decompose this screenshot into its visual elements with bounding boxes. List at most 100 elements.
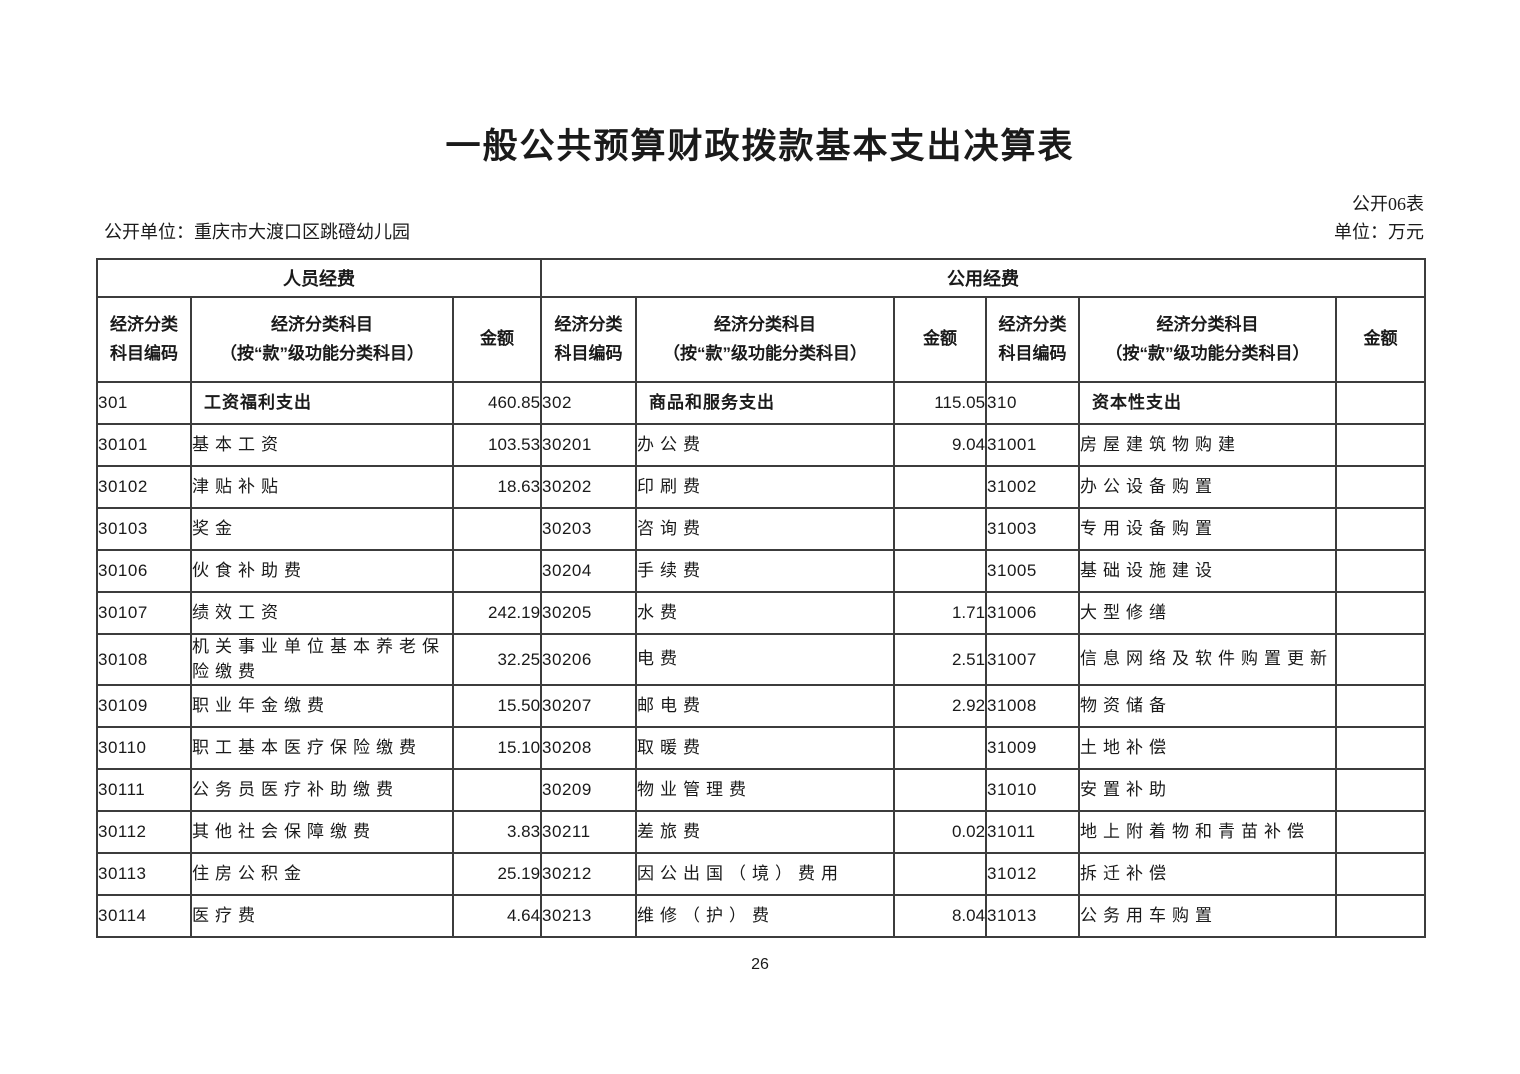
code-cell: 31008 bbox=[985, 684, 1081, 729]
subject-cell: 邮电费 bbox=[635, 684, 896, 729]
amount-cell bbox=[1335, 465, 1427, 509]
code-cell: 301 bbox=[96, 381, 192, 425]
amount-cell: 0.02 bbox=[893, 810, 988, 855]
subject-cell: 手续费 bbox=[635, 549, 896, 593]
amount-cell bbox=[893, 852, 988, 897]
subject-cell: 公务员医疗补助缴费 bbox=[190, 768, 454, 813]
col-header-subject-1: 经济分类科目 （按“款”级功能分类科目） bbox=[190, 296, 454, 383]
code-cell: 30113 bbox=[96, 852, 192, 897]
code-cell: 30212 bbox=[540, 852, 638, 897]
col-header-code-2: 经济分类 科目编码 bbox=[540, 296, 638, 383]
subject-cell: 住房公积金 bbox=[190, 852, 454, 897]
table-row: 30106 伙食补助费 30204 手续费 31005 基础设施建设 bbox=[96, 549, 1427, 593]
subject-cell: 维修（护）费 bbox=[635, 894, 896, 939]
code-cell: 30112 bbox=[96, 810, 192, 855]
code-cell: 30201 bbox=[540, 423, 638, 467]
amount-cell bbox=[1335, 381, 1427, 425]
subject-cell: 差旅费 bbox=[635, 810, 896, 855]
amount-cell bbox=[893, 549, 988, 593]
subject-cell: 办公费 bbox=[635, 423, 896, 467]
subject-cell: 取暖费 bbox=[635, 726, 896, 771]
subject-cell: 咨询费 bbox=[635, 507, 896, 551]
subject-cell: 物资储备 bbox=[1078, 684, 1338, 729]
group-header-row: 人员经费 公用经费 bbox=[95, 258, 1427, 298]
code-cell: 30211 bbox=[540, 810, 638, 855]
table-row: 30101 基本工资 103.53 30201 办公费 9.04 31001 房屋建筑物购建 bbox=[96, 423, 1427, 467]
table-row: 30113 住房公积金 25.19 30212 因公出国（境）费用 31012 拆迁补偿 bbox=[96, 852, 1427, 897]
amount-cell: 1.71 bbox=[893, 591, 988, 635]
code-cell: 30207 bbox=[540, 684, 638, 729]
amount-cell: 242.19 bbox=[451, 591, 543, 635]
code-cell: 30108 bbox=[96, 632, 192, 687]
code-cell: 30202 bbox=[540, 465, 638, 509]
subject-cell: 水费 bbox=[635, 591, 896, 635]
col-header-subject-2: 经济分类科目 （按“款”级功能分类科目） bbox=[635, 296, 896, 383]
amount-cell bbox=[1335, 549, 1427, 593]
table-row: 30112 其他社会保障缴费 3.83 30211 差旅费 0.02 31011 地上附着物和… bbox=[96, 810, 1427, 855]
amount-cell: 103.53 bbox=[451, 423, 543, 467]
code-cell: 31003 bbox=[985, 507, 1081, 551]
code-cell: 31001 bbox=[985, 423, 1081, 467]
subject-cell: 基本工资 bbox=[190, 423, 454, 467]
code-cell: 310 bbox=[985, 381, 1081, 425]
code-cell: 302 bbox=[540, 381, 638, 425]
table-row: 30102 津贴补贴 18.63 30202 印刷费 31002 办公设备购置 bbox=[96, 465, 1427, 509]
code-cell: 30109 bbox=[96, 684, 192, 729]
subject-cell: 其他社会保障缴费 bbox=[190, 810, 454, 855]
code-cell: 30114 bbox=[96, 894, 192, 939]
publishing-unit-label: 公开单位：重庆市大渡口区跳磴幼儿园 bbox=[104, 222, 410, 242]
code-cell: 30102 bbox=[96, 465, 192, 509]
code-cell: 31007 bbox=[985, 632, 1081, 687]
amount-cell: 2.92 bbox=[893, 684, 988, 729]
col-header-subject-3: 经济分类科目 （按“款”级功能分类科目） bbox=[1078, 296, 1338, 383]
subject-cell: 津贴补贴 bbox=[190, 465, 454, 509]
amount-cell bbox=[1335, 591, 1427, 635]
code-cell: 31010 bbox=[985, 768, 1081, 813]
col-header-amount-3: 金额 bbox=[1335, 296, 1427, 383]
subject-cell: 资本性支出 bbox=[1078, 381, 1338, 425]
table-row: 30114 医疗费 4.64 30213 维修（护）费 8.04 31013 公务用车购置 bbox=[96, 894, 1427, 939]
subject-cell: 公务用车购置 bbox=[1078, 894, 1338, 939]
amount-cell: 460.85 bbox=[451, 381, 543, 425]
amount-cell bbox=[1335, 507, 1427, 551]
col-header-code-3: 经济分类 科目编码 bbox=[985, 296, 1081, 383]
code-cell: 30111 bbox=[96, 768, 192, 813]
amount-cell: 8.04 bbox=[893, 894, 988, 939]
table-row: 30107 绩效工资 242.19 30205 水费 1.71 31006 大型修缮 bbox=[96, 591, 1427, 635]
amount-cell bbox=[893, 768, 988, 813]
code-cell: 30213 bbox=[540, 894, 638, 939]
code-cell: 31005 bbox=[985, 549, 1081, 593]
subject-cell: 安置补助 bbox=[1078, 768, 1338, 813]
amount-cell bbox=[1335, 632, 1427, 687]
subject-cell: 房屋建筑物购建 bbox=[1078, 423, 1338, 467]
code-cell: 30110 bbox=[96, 726, 192, 771]
subject-cell: 机关事业单位基本养老保险缴费 bbox=[190, 632, 454, 687]
table-row: 30110 职工基本医疗保险缴费 15.10 30208 取暖费 31009 土地补偿 bbox=[96, 726, 1427, 771]
table-row: 301 工资福利支出 460.85 302 商品和服务支出 115.05 310 资本性支出 bbox=[96, 381, 1427, 425]
amount-cell: 15.10 bbox=[451, 726, 543, 771]
amount-cell: 15.50 bbox=[451, 684, 543, 729]
subject-cell: 医疗费 bbox=[190, 894, 454, 939]
subject-cell: 电费 bbox=[635, 632, 896, 687]
subject-cell: 信息网络及软件购置更新 bbox=[1078, 632, 1338, 687]
code-cell: 30204 bbox=[540, 549, 638, 593]
subject-cell: 大型修缮 bbox=[1078, 591, 1338, 635]
table-row: 30109 职业年金缴费 15.50 30207 邮电费 2.92 31008 物资储备 bbox=[96, 684, 1427, 729]
code-cell: 30206 bbox=[540, 632, 638, 687]
amount-cell bbox=[451, 768, 543, 813]
subject-cell: 商品和服务支出 bbox=[635, 381, 896, 425]
table-row: 30108 机关事业单位基本养老保险缴费 32.25 30206 电费 2.51 31007… bbox=[96, 632, 1427, 687]
subject-cell: 奖金 bbox=[190, 507, 454, 551]
code-cell: 31009 bbox=[985, 726, 1081, 771]
amount-cell bbox=[893, 507, 988, 551]
amount-cell bbox=[451, 507, 543, 551]
amount-cell bbox=[451, 549, 543, 593]
code-cell: 30101 bbox=[96, 423, 192, 467]
amount-cell bbox=[1335, 810, 1427, 855]
code-cell: 31002 bbox=[985, 465, 1081, 509]
subject-cell: 职工基本医疗保险缴费 bbox=[190, 726, 454, 771]
amount-cell bbox=[893, 465, 988, 509]
group-header-public: 公用经费 bbox=[540, 258, 1427, 298]
page-title: 一般公共预算财政拨款基本支出决算表 bbox=[445, 127, 1075, 166]
